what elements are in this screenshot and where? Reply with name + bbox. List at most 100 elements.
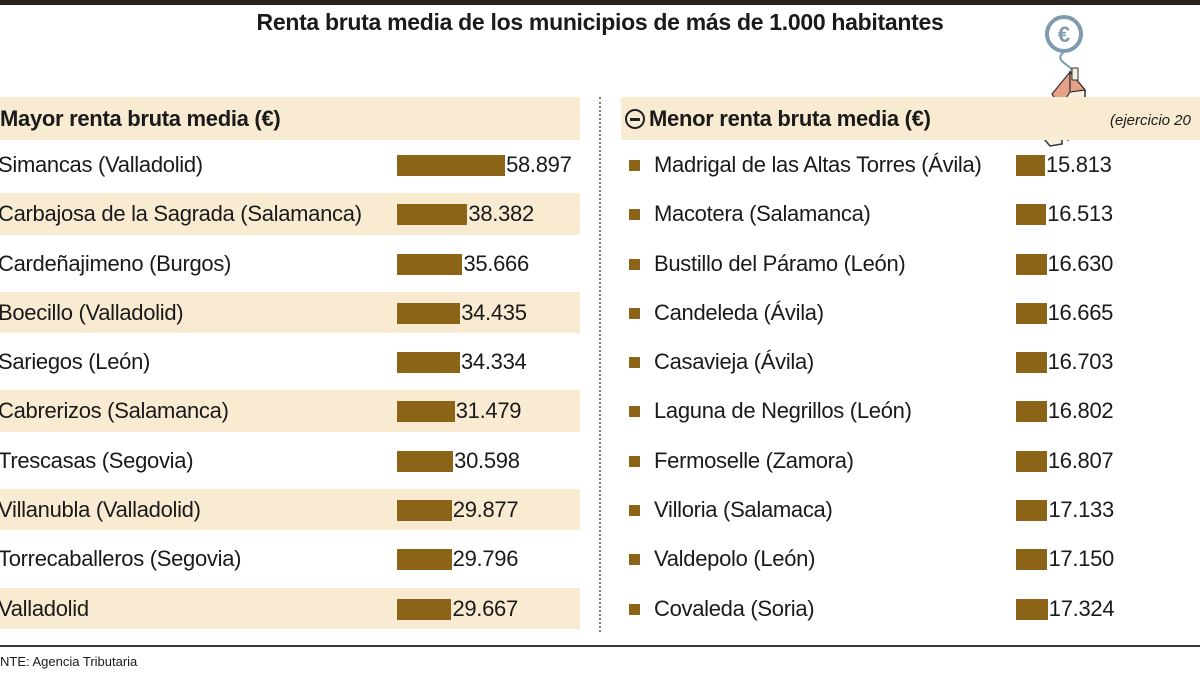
- value-label: 30.598: [454, 447, 520, 473]
- table-row: Covaleda (Soria) 17.324: [621, 584, 1200, 633]
- municipality-label: Casavieja (Ávila): [654, 349, 814, 375]
- value-label: 15.813: [1046, 152, 1112, 177]
- value-label: 31.479: [455, 398, 522, 424]
- panel-header-highest: Mayor renta bruta media (€): [0, 97, 580, 140]
- municipality-label: Carbajosa de la Sagrada (Salamanca): [0, 201, 362, 227]
- table-row: Laguna de Negrillos (León) 16.802: [621, 386, 1200, 435]
- municipality-label: Bustillo del Páramo (León): [654, 250, 906, 276]
- panel-title: Mayor renta bruta media (€): [0, 106, 281, 131]
- income-bar: [397, 598, 452, 620]
- value-label: 17.324: [1048, 595, 1115, 621]
- value-label: 16.665: [1047, 299, 1114, 325]
- bullet-icon: [629, 357, 640, 369]
- municipality-label: Fermoselle (Zamora): [654, 447, 854, 473]
- income-bar: [397, 302, 461, 324]
- table-row: Trescasas (Segovia) 30.598: [0, 436, 580, 485]
- table-row: Villoria (Salamaca) 17.133: [621, 485, 1200, 534]
- value-label: 29.667: [452, 595, 518, 621]
- income-bar: [1016, 598, 1048, 620]
- municipality-label: Trescasas (Segovia): [0, 447, 194, 473]
- table-row: Simancas (Valladolid) 58.897: [0, 140, 580, 189]
- income-bar: [397, 155, 506, 176]
- income-bar: [397, 204, 468, 226]
- value-label: 16.513: [1047, 201, 1113, 227]
- income-bar: [1016, 155, 1046, 176]
- income-bar: [1016, 253, 1047, 275]
- bullet-icon: [629, 209, 640, 221]
- table-row: Boecillo (Valladolid) 34.435: [0, 288, 580, 337]
- top-rule: [0, 0, 1200, 5]
- income-bar: [397, 450, 454, 472]
- municipality-label: Valdepolo (León): [654, 546, 816, 572]
- municipality-label: Simancas (Valladolid): [0, 152, 203, 177]
- municipality-label: Villoria (Salamaca): [654, 497, 833, 523]
- table-row: Casavieja (Ávila) 16.703: [621, 337, 1200, 386]
- bullet-icon: [629, 307, 640, 319]
- value-label: 17.150: [1048, 546, 1114, 572]
- income-bar: [397, 549, 452, 571]
- municipality-label: Candeleda (Ávila): [654, 299, 824, 325]
- table-row: Candeleda (Ávila) 16.665: [621, 288, 1200, 337]
- value-label: 34.435: [461, 299, 527, 325]
- table-row: Cardeñajimeno (Burgos) 35.666: [0, 239, 580, 288]
- value-label: 29.796: [452, 546, 519, 572]
- value-label: 17.133: [1048, 497, 1114, 523]
- municipality-label: Villanubla (Valladolid): [0, 497, 201, 523]
- bullet-icon: [629, 160, 640, 171]
- bullet-icon: [629, 603, 640, 615]
- bullet-icon: [629, 406, 640, 418]
- minus-circle-icon: [625, 109, 645, 129]
- table-row: Valladolid 29.667: [0, 584, 580, 633]
- income-bar: [1016, 549, 1048, 571]
- svg-text:€: €: [1058, 22, 1070, 47]
- municipality-label: Valladolid: [0, 595, 89, 621]
- panel-highest-income: Mayor renta bruta media (€) Simancas (Va…: [0, 97, 580, 633]
- bullet-icon: [629, 455, 640, 467]
- bullet-icon: [629, 554, 640, 566]
- column-divider: [599, 97, 601, 632]
- table-row: Macotera (Salamanca) 16.513: [621, 189, 1200, 238]
- table-row: Fermoselle (Zamora) 16.807: [621, 436, 1200, 485]
- income-bar: [397, 253, 463, 275]
- bullet-icon: [629, 505, 640, 517]
- income-bar: [397, 401, 455, 423]
- municipality-label: Torrecaballeros (Segovia): [0, 546, 242, 572]
- municipality-label: Sariegos (León): [0, 349, 151, 375]
- income-bar: [1016, 401, 1047, 423]
- municipality-label: Madrigal de las Altas Torres (Ávila): [654, 152, 982, 177]
- income-bar: [1016, 204, 1047, 226]
- panel-lowest-income: Menor renta bruta media (€) Madrigal de …: [621, 97, 1200, 633]
- municipality-label: Covaleda (Soria): [654, 595, 815, 621]
- table-row: Villanubla (Valladolid) 29.877: [0, 485, 580, 534]
- table-row: Sariegos (León) 34.334: [0, 337, 580, 386]
- chart-title: Renta bruta media de los municipios de m…: [256, 9, 944, 35]
- income-bar: [1016, 352, 1047, 374]
- value-label: 34.334: [461, 349, 527, 375]
- value-label: 29.877: [452, 497, 519, 523]
- income-bar: [397, 500, 452, 522]
- income-bar: [1016, 450, 1047, 472]
- value-label: 38.382: [468, 201, 534, 227]
- source-note: NTE: Agencia Tributaria: [0, 654, 138, 669]
- value-label: 58.897: [506, 152, 572, 177]
- bullet-icon: [629, 258, 640, 270]
- municipality-label: Macotera (Salamanca): [654, 201, 871, 227]
- income-bar: [397, 352, 460, 374]
- municipality-label: Cabrerizos (Salamanca): [0, 398, 229, 424]
- panel-title: Menor renta bruta media (€): [649, 106, 931, 131]
- table-row: Madrigal de las Altas Torres (Ávila) 15.8…: [621, 140, 1200, 189]
- table-row: Cabrerizos (Salamanca) 31.479: [0, 386, 580, 435]
- value-label: 16.807: [1047, 447, 1114, 473]
- municipality-label: Cardeñajimeno (Burgos): [0, 250, 232, 276]
- income-bar: [1016, 302, 1047, 324]
- table-row: Torrecaballeros (Segovia) 29.796: [0, 534, 580, 583]
- panel-header-lowest: Menor renta bruta media (€): [621, 97, 1200, 140]
- table-row: Bustillo del Páramo (León) 16.630: [621, 239, 1200, 288]
- value-label: 16.630: [1047, 250, 1114, 276]
- table-row: Valdepolo (León) 17.150: [621, 534, 1200, 583]
- table-row: Carbajosa de la Sagrada (Salamanca) 38.38…: [0, 189, 580, 238]
- income-bar: [1016, 500, 1048, 522]
- municipality-label: Boecillo (Valladolid): [0, 299, 184, 325]
- value-label: 16.703: [1047, 349, 1114, 375]
- value-label: 35.666: [463, 250, 529, 276]
